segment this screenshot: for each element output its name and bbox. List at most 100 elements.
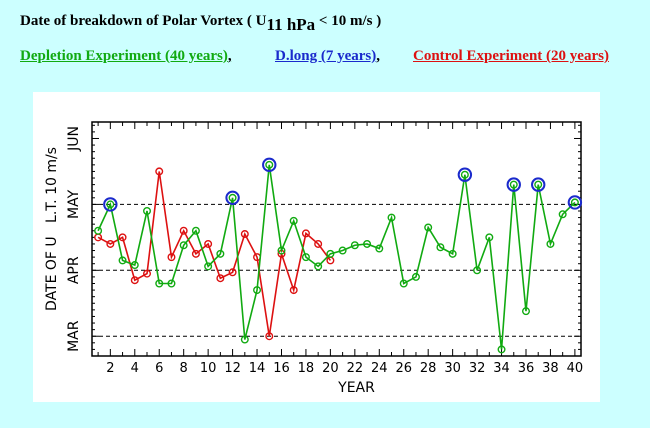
legend-control-label: Control Experiment (20 years) <box>413 48 609 64</box>
control-point-5 <box>143 269 152 278</box>
title-suffix: < 10 m/s ) <box>315 13 382 29</box>
dlong-point-35 <box>506 177 521 192</box>
depletion-point-16 <box>277 246 286 255</box>
depletion-point-14 <box>253 286 262 295</box>
depletion-point-21 <box>338 246 347 255</box>
depletion-point-20 <box>326 249 335 258</box>
control-point-15 <box>265 332 274 341</box>
depletion-point-31 <box>460 170 469 179</box>
control-point-11 <box>216 274 225 283</box>
depletion-point-38 <box>546 239 555 248</box>
control-point-13 <box>240 230 249 239</box>
x-tick-label-34: 34 <box>493 361 510 376</box>
depletion-point-5 <box>143 206 152 215</box>
x-tick-label-12: 12 <box>224 361 241 376</box>
control-line <box>97 171 332 337</box>
x-tick-label-8: 8 <box>180 361 188 376</box>
depletion-point-36 <box>521 307 530 316</box>
depletion-point-10 <box>204 262 213 271</box>
chart-svg: 2 4 6 8 10 12 14 16 18 20 22 24 26 28 30 32 34 36 38 40MARA… <box>44 121 584 396</box>
depletion-point-30 <box>448 249 457 258</box>
x-tick-label-30: 30 <box>444 361 461 376</box>
title-subscript: 11 hPa <box>266 15 316 34</box>
control-point-7 <box>167 253 176 262</box>
x-tick-label-20: 20 <box>322 361 339 376</box>
x-tick-label-16: 16 <box>273 361 290 376</box>
depletion-point-22 <box>350 241 359 250</box>
control-point-2 <box>106 239 115 248</box>
legend-separator-1: , <box>227 48 232 64</box>
depletion-point-27 <box>411 272 420 281</box>
x-tick-label-22: 22 <box>347 361 364 376</box>
dlong-point-15 <box>262 157 277 173</box>
control-point-4 <box>130 276 139 285</box>
depletion-point-3 <box>118 256 127 265</box>
y-axis-title: DATE OF U L.T. 10 m/s <box>44 147 60 311</box>
dlong-point-12 <box>225 190 240 206</box>
legend-separator-2: , <box>376 48 380 64</box>
control-point-17 <box>289 286 298 295</box>
x-tick-label-14: 14 <box>249 361 266 376</box>
y-month-label-may: MAY <box>66 189 82 219</box>
x-tick-label-38: 38 <box>542 361 559 376</box>
x-tick-label-10: 10 <box>200 361 217 376</box>
x-axis-title: YEAR <box>337 380 375 396</box>
control-point-19 <box>314 239 323 248</box>
x-tick-label-40: 40 <box>567 361 584 376</box>
depletion-point-34 <box>497 345 506 354</box>
control-point-8 <box>179 226 188 235</box>
depletion-point-33 <box>485 233 494 242</box>
dlong-point-37 <box>531 177 546 192</box>
title-prefix: Date of breakdown of Polar Vortex ( U <box>20 13 267 29</box>
legend-control: Control Experiment (20 years) <box>413 48 609 65</box>
depletion-point-6 <box>155 279 164 288</box>
depletion-point-15 <box>265 160 274 169</box>
chart-title: Date of breakdown of Polar Vortex ( U11 … <box>20 10 382 34</box>
depletion-point-17 <box>289 216 298 225</box>
x-tick-label-2: 2 <box>106 361 114 376</box>
x-tick-label-28: 28 <box>420 361 437 376</box>
depletion-point-24 <box>375 244 384 253</box>
control-point-18 <box>301 229 310 238</box>
x-tick-label-24: 24 <box>371 361 388 376</box>
plot-panel: 2 4 6 8 10 12 14 16 18 20 22 24 26 28 30 32 34 36 38 40 MAR A… <box>33 92 600 402</box>
depletion-line <box>97 164 576 350</box>
depletion-point-23 <box>363 239 372 248</box>
control-point-3 <box>118 233 127 242</box>
x-tick-label-36: 36 <box>518 361 535 376</box>
x-tick-label-26: 26 <box>395 361 412 376</box>
depletion-point-7 <box>167 279 176 288</box>
control-point-6 <box>155 167 164 176</box>
depletion-point-11 <box>216 249 225 258</box>
legend-depletion: Depletion Experiment (40 years), <box>20 48 232 65</box>
x-tick-label-6: 6 <box>155 361 163 376</box>
x-tick-label-4: 4 <box>131 361 139 376</box>
plot-frame <box>91 121 582 357</box>
depletion-point-1 <box>94 226 103 235</box>
depletion-point-13 <box>240 335 249 344</box>
control-point-9 <box>191 249 200 258</box>
depletion-point-37 <box>534 180 543 189</box>
depletion-point-28 <box>424 223 433 232</box>
depletion-point-9 <box>191 226 200 235</box>
x-tick-label-32: 32 <box>469 361 486 376</box>
depletion-point-2 <box>106 200 115 209</box>
depletion-point-40 <box>570 198 579 207</box>
depletion-point-4 <box>130 261 139 270</box>
dlong-point-31 <box>457 167 473 182</box>
depletion-point-29 <box>436 243 445 252</box>
control-point-20 <box>326 256 335 265</box>
legend-dlong: D.long (7 years), <box>275 48 380 65</box>
y-month-label-apr: APR <box>66 256 82 284</box>
depletion-point-19 <box>314 262 323 271</box>
y-month-label-mar: MAR <box>66 320 82 352</box>
depletion-point-35 <box>509 180 518 189</box>
x-tick-label-18: 18 <box>298 361 315 376</box>
legend-depletion-label: Depletion Experiment (40 years) <box>20 48 228 64</box>
dlong-point-40 <box>567 195 583 210</box>
dlong-point-2 <box>103 197 118 212</box>
depletion-point-18 <box>301 253 310 262</box>
depletion-point-25 <box>387 213 396 222</box>
control-point-12 <box>228 268 237 277</box>
control-point-10 <box>204 239 213 248</box>
